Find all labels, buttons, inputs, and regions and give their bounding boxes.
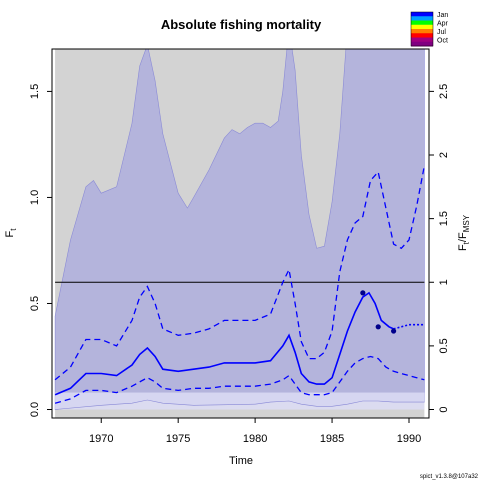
msy-band-area [55, 392, 425, 410]
x-tick-label-1975: 1975 [166, 433, 190, 445]
legend-box [410, 11, 434, 47]
svg-text:Ft: Ft [4, 228, 18, 238]
legend-label-1: Apr [437, 21, 449, 28]
y2-tick-label-0: 0 [438, 406, 450, 412]
f-forecast-line [393, 323, 425, 330]
y-tick-label-1: 0.5 [29, 296, 41, 311]
y-tick-label-2: 1.0 [29, 190, 41, 205]
x-tick-label-1980: 1980 [243, 433, 267, 445]
data-point-1 [375, 324, 381, 330]
y2-tick-label-3: 1.5 [438, 211, 450, 226]
f-lower-ci-line [54, 355, 425, 404]
legend-swatch-6 [411, 37, 433, 43]
y-axis-right: 0 0.5 1 1.5 2 2.5 [429, 84, 450, 413]
x-tick-label-1970: 1970 [89, 433, 113, 445]
legend-swatch-2 [411, 20, 433, 26]
legend-swatch-1 [411, 16, 433, 21]
legend-label-3: Oct [437, 38, 448, 45]
x-tick-label-1985: 1985 [320, 433, 344, 445]
chart-title: Absolute fishing mortality [161, 17, 322, 32]
y-axis-left-label: Ft [4, 228, 18, 238]
x-axis: 1970 1975 1980 1985 1990 [89, 417, 421, 445]
svg-text:Ft/FMSY: Ft/FMSY [457, 214, 471, 251]
y-label-right-msy: MSY [462, 214, 471, 232]
y-tick-label-3: 1.5 [29, 84, 41, 99]
legend-swatch-0 [411, 12, 433, 17]
series-lines [54, 165, 426, 404]
y-label-left-main: F [4, 230, 16, 237]
y-label-right-f: F [457, 244, 469, 251]
y2-tick-label-2: 1 [438, 279, 450, 285]
outer-band-lower-line [55, 399, 425, 410]
x-tick-label-1990: 1990 [397, 433, 421, 445]
data-point-2 [391, 328, 397, 334]
msy-band [55, 392, 425, 410]
legend-label-0: Jan [437, 12, 448, 19]
legend-label-2: Jul [437, 29, 446, 36]
footer-version: spict_v1.3.8@107a32 [420, 474, 479, 480]
data-point-0 [360, 290, 366, 296]
y2-tick-label-5: 2.5 [438, 84, 450, 99]
legend-swatch-3 [411, 24, 433, 30]
y-axis-left: 0.0 0.5 1.0 1.5 [29, 84, 52, 417]
y-label-right-slash: /F [457, 232, 469, 242]
outer-band [54, 49, 425, 418]
legend-swatch-7 [411, 41, 433, 47]
f-estimate-line [54, 291, 394, 396]
x-axis-label: Time [229, 455, 253, 467]
y2-tick-label-1: 0.5 [438, 338, 450, 353]
y-axis-right-label: Ft/FMSY [457, 214, 471, 251]
legend-swatch-5 [411, 33, 433, 38]
legend-swatch-4 [411, 29, 433, 34]
data-points [360, 290, 397, 334]
y2-tick-label-4: 2 [438, 152, 450, 158]
y-tick-label-0: 0.0 [29, 402, 41, 417]
y-label-left-sub: t [9, 228, 18, 231]
y-label-right-t: t [462, 241, 471, 244]
